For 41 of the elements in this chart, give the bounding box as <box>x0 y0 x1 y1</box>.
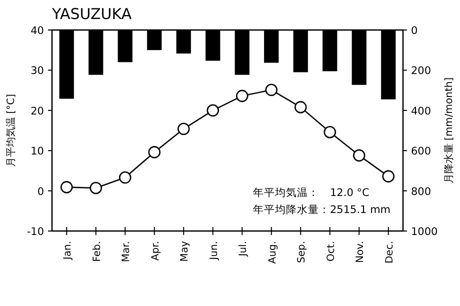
x-tick-label: Nov. <box>355 241 366 263</box>
x-tick-label: May <box>180 240 191 262</box>
annotation: 年平均降水量：2515.1 mm <box>253 203 391 216</box>
y-axis-title: 月平均気温 [°C] <box>5 94 17 167</box>
x-tick-label: Sep. <box>296 241 308 264</box>
point <box>177 122 190 136</box>
x-tick-label: Jun. <box>208 241 220 261</box>
y2-tick-label: 400 <box>411 105 432 118</box>
chart-title: YASUZUKA <box>51 5 132 23</box>
x-tick-label: Feb. <box>92 241 103 262</box>
point <box>60 181 73 194</box>
x-tick-label: Jul. <box>238 241 250 258</box>
y2-tick-label: 600 <box>411 146 432 158</box>
x-tick-label: Oct. <box>326 241 337 262</box>
x-tick-label: Dec. <box>384 241 396 264</box>
y-tick-label: 10 <box>30 146 44 158</box>
y-tick-label: 30 <box>30 65 44 78</box>
x-tick-label: Mar. <box>121 241 132 262</box>
x-tick-label: Jan. <box>62 241 74 261</box>
point <box>265 84 278 96</box>
y-tick-label: 20 <box>30 105 44 118</box>
point <box>206 104 220 117</box>
point <box>118 171 132 184</box>
point <box>148 146 161 158</box>
y-tick-label: -10 <box>26 226 44 238</box>
y2-tick-label: 0 <box>411 25 418 37</box>
y2-axis-title: 月降水量 [mm/month] <box>443 77 455 184</box>
x-tick-label: Apr. <box>150 241 162 261</box>
annotation: 年平均気温： 12.0 °C <box>253 187 370 199</box>
y-tick-label: 40 <box>30 25 44 37</box>
point <box>236 90 248 102</box>
point <box>294 101 307 114</box>
y2-tick-label: 1000 <box>411 226 438 238</box>
y2-tick-label: 800 <box>411 186 432 198</box>
point <box>352 149 366 162</box>
point <box>90 182 102 194</box>
point <box>324 126 336 138</box>
y-tick-label: 0 <box>37 186 44 198</box>
x-tick-label: Aug. <box>267 241 278 264</box>
point <box>382 170 395 182</box>
y2-tick-label: 200 <box>411 65 432 78</box>
